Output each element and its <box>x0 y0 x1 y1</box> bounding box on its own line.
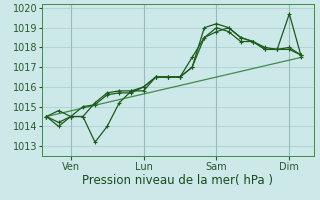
X-axis label: Pression niveau de la mer( hPa ): Pression niveau de la mer( hPa ) <box>82 174 273 187</box>
